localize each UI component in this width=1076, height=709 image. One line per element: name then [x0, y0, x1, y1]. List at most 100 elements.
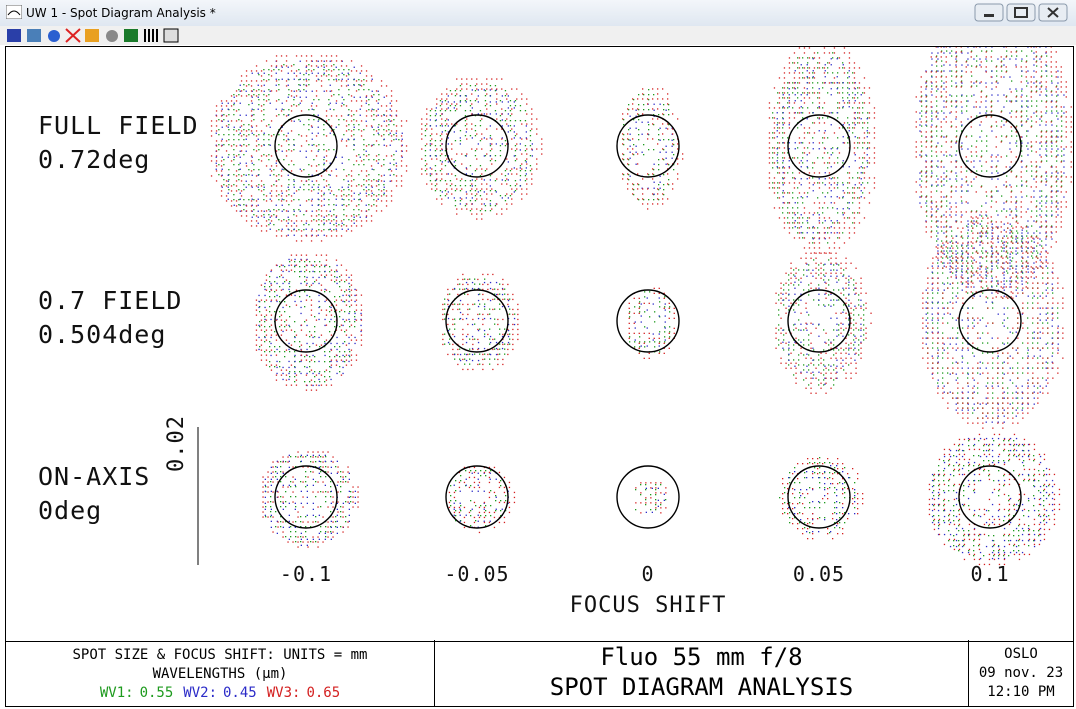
spot-dot	[474, 135, 477, 137]
spot-dot	[782, 106, 784, 108]
spot-dot	[967, 184, 969, 186]
spot-dot	[476, 168, 478, 170]
spot-dot	[1045, 206, 1047, 208]
spot-dot	[421, 138, 423, 140]
spot-dot	[997, 262, 999, 264]
spot-dot	[290, 130, 293, 132]
spot-dot	[949, 70, 951, 72]
spot-dot	[943, 166, 945, 168]
spot-dot	[330, 130, 333, 132]
spot-dot	[348, 129, 350, 131]
spot-dot	[393, 154, 395, 156]
spot-dot	[1041, 200, 1043, 202]
spot-dot	[496, 93, 498, 95]
spot-dot	[629, 133, 631, 135]
spot-dot	[837, 222, 839, 224]
spot-dot	[1057, 70, 1059, 72]
spot-dot	[782, 137, 784, 139]
spot-dot	[253, 119, 255, 121]
spot-dot	[830, 58, 832, 60]
spot-dot	[335, 225, 338, 227]
spot-dot	[370, 190, 373, 192]
spot-dot	[311, 180, 313, 182]
spot-dot	[622, 173, 624, 175]
spot-dot	[633, 99, 635, 101]
spot-dot	[936, 240, 938, 242]
spot-dot	[807, 192, 809, 194]
spot-dot	[852, 177, 854, 179]
spot-dot	[931, 214, 933, 216]
spot-dot	[920, 141, 922, 143]
spot-dot	[862, 182, 864, 184]
spot-dot	[290, 90, 293, 92]
window-controls[interactable]	[974, 3, 1070, 23]
spot-dot	[293, 78, 295, 80]
spot-dot	[1006, 95, 1008, 97]
spot-dot	[853, 77, 856, 79]
spot-dot	[812, 142, 814, 144]
spot-dot	[868, 177, 871, 179]
spot-dot	[1010, 91, 1012, 93]
spot-dot	[822, 222, 824, 224]
spot-dot	[842, 162, 844, 164]
spot-dot	[1039, 124, 1041, 126]
spot-dot	[317, 150, 319, 152]
spot-dot	[1040, 136, 1042, 138]
spot-dot	[343, 169, 345, 171]
spot-dot	[441, 168, 443, 170]
spot-dot	[955, 220, 957, 222]
spot-dot	[967, 280, 969, 282]
spot-dot	[823, 202, 826, 204]
spot-dot	[868, 102, 871, 104]
spot-dot	[1061, 185, 1063, 187]
spot-dot	[940, 151, 942, 153]
spot-dot	[1010, 241, 1012, 243]
spot-dot	[628, 159, 630, 161]
spot-dot	[486, 83, 488, 85]
spot-dot	[633, 144, 635, 146]
spot-dot	[776, 148, 778, 150]
spot-dot	[671, 151, 673, 153]
spot-dot	[950, 101, 952, 103]
spot-dot	[1039, 238, 1041, 240]
toolbar-icons[interactable]	[0, 26, 190, 45]
spot-dot	[941, 75, 943, 77]
spot-dot	[1001, 255, 1003, 257]
spot-dot	[920, 121, 922, 123]
spot-dot	[235, 190, 238, 192]
spot-dot	[1041, 190, 1043, 192]
spot-dot	[990, 246, 992, 248]
spot-dot	[937, 112, 939, 114]
spot-dot	[1009, 112, 1011, 114]
spot-dot	[501, 101, 503, 103]
spot-dot	[365, 110, 368, 112]
spot-dot	[223, 159, 225, 161]
spot-dot	[956, 260, 958, 262]
spot-dot	[380, 125, 383, 127]
spot-dot	[996, 80, 998, 82]
spot-dot	[623, 144, 625, 146]
spot-dot	[842, 67, 844, 69]
spot-dot	[253, 169, 255, 171]
spot-dot	[792, 92, 794, 94]
spot-dot	[486, 113, 488, 115]
spot-dot	[975, 211, 977, 213]
spot-dot	[495, 101, 497, 103]
spot-dot	[1025, 121, 1027, 123]
spot-dot	[1021, 106, 1023, 108]
spot-dot	[797, 112, 799, 114]
spot-dot	[1015, 96, 1017, 98]
spot-dot	[325, 155, 328, 157]
spot-dot	[641, 133, 643, 135]
spot-dot	[836, 196, 838, 198]
spot-dot	[946, 155, 948, 157]
spot-dot	[642, 113, 644, 115]
spot-dot	[823, 217, 826, 219]
spot-dot	[333, 134, 335, 136]
spot-dot	[638, 199, 640, 201]
spot-dot	[230, 105, 233, 107]
spot-dot	[1003, 280, 1005, 282]
spot-dot	[662, 113, 664, 115]
spot-dot	[919, 154, 921, 156]
spot-dot	[802, 217, 804, 219]
